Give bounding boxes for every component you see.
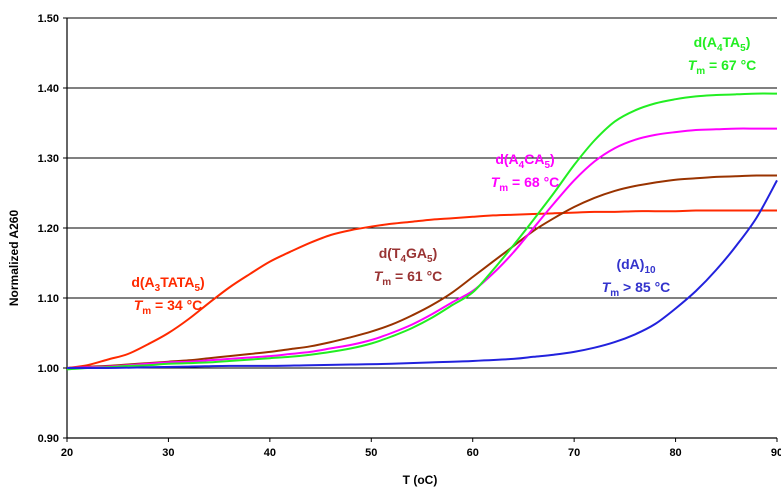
annotation-1: d(T4GA5) Tm = 61 °C [374,245,443,288]
x-tick-label: 20 [61,447,73,459]
annotation-name: d(A4TA5) [694,34,751,54]
x-tick-label: 50 [365,447,377,459]
y-axis-ticks: 0.90 1.00 1.10 1.20 1.30 1.40 1.50 [38,13,67,445]
annotation-name: d(T4GA5) [379,245,438,265]
annotation-tm: Tm = 68 °C [491,174,560,194]
x-tick-label: 90 [771,447,781,459]
annotation-name: d(A4CA5) [495,151,554,171]
y-axis-label: Normalized A260 [7,210,21,307]
annotation-4: (dA)10 Tm > 85 °C [602,256,671,299]
y-tick-label: 1.40 [38,83,59,95]
series-lines [66,92,778,371]
annotation-tm: Tm > 85 °C [602,279,671,299]
annotation-tm: Tm = 67 °C [688,57,757,77]
y-tick-label: 1.30 [38,153,59,165]
x-axis-ticks: 20 30 40 50 60 70 80 90 [61,438,781,459]
y-tick-label: 0.90 [38,433,59,445]
gridlines [67,17,777,369]
annotation-3: d(A4TA5) Tm = 67 °C [688,34,757,77]
x-tick-label: 40 [264,447,276,459]
x-tick-label: 70 [568,447,580,459]
y-tick-label: 1.10 [38,293,59,305]
series-line-1 [66,174,778,369]
annotation-name: d(A3TATA5) [131,274,204,294]
y-tick-label: 1.00 [38,363,59,375]
y-tick-label: 1.20 [38,223,59,235]
series-line-2 [66,127,777,369]
annotation-tm: Tm = 61 °C [374,268,443,288]
x-axis-label: T (oC) [403,473,438,487]
annotations: d(A3TATA5)Tm = 34 °Cd(T4GA5)Tm = 61 °Cd(… [131,34,756,317]
annotation-name: (dA)10 [616,256,656,276]
series-line-4 [66,179,778,370]
series-line-3 [66,92,778,371]
annotation-0: d(A3TATA5) Tm = 34 °C [131,274,204,317]
series-line-0 [66,209,777,369]
x-tick-label: 60 [467,447,479,459]
x-tick-label: 80 [669,447,681,459]
annotation-2: d(A4CA5) Tm = 68 °C [491,151,560,194]
y-tick-label: 1.50 [38,13,59,25]
annotation-tm: Tm = 34 °C [134,297,203,317]
x-tick-label: 30 [162,447,174,459]
